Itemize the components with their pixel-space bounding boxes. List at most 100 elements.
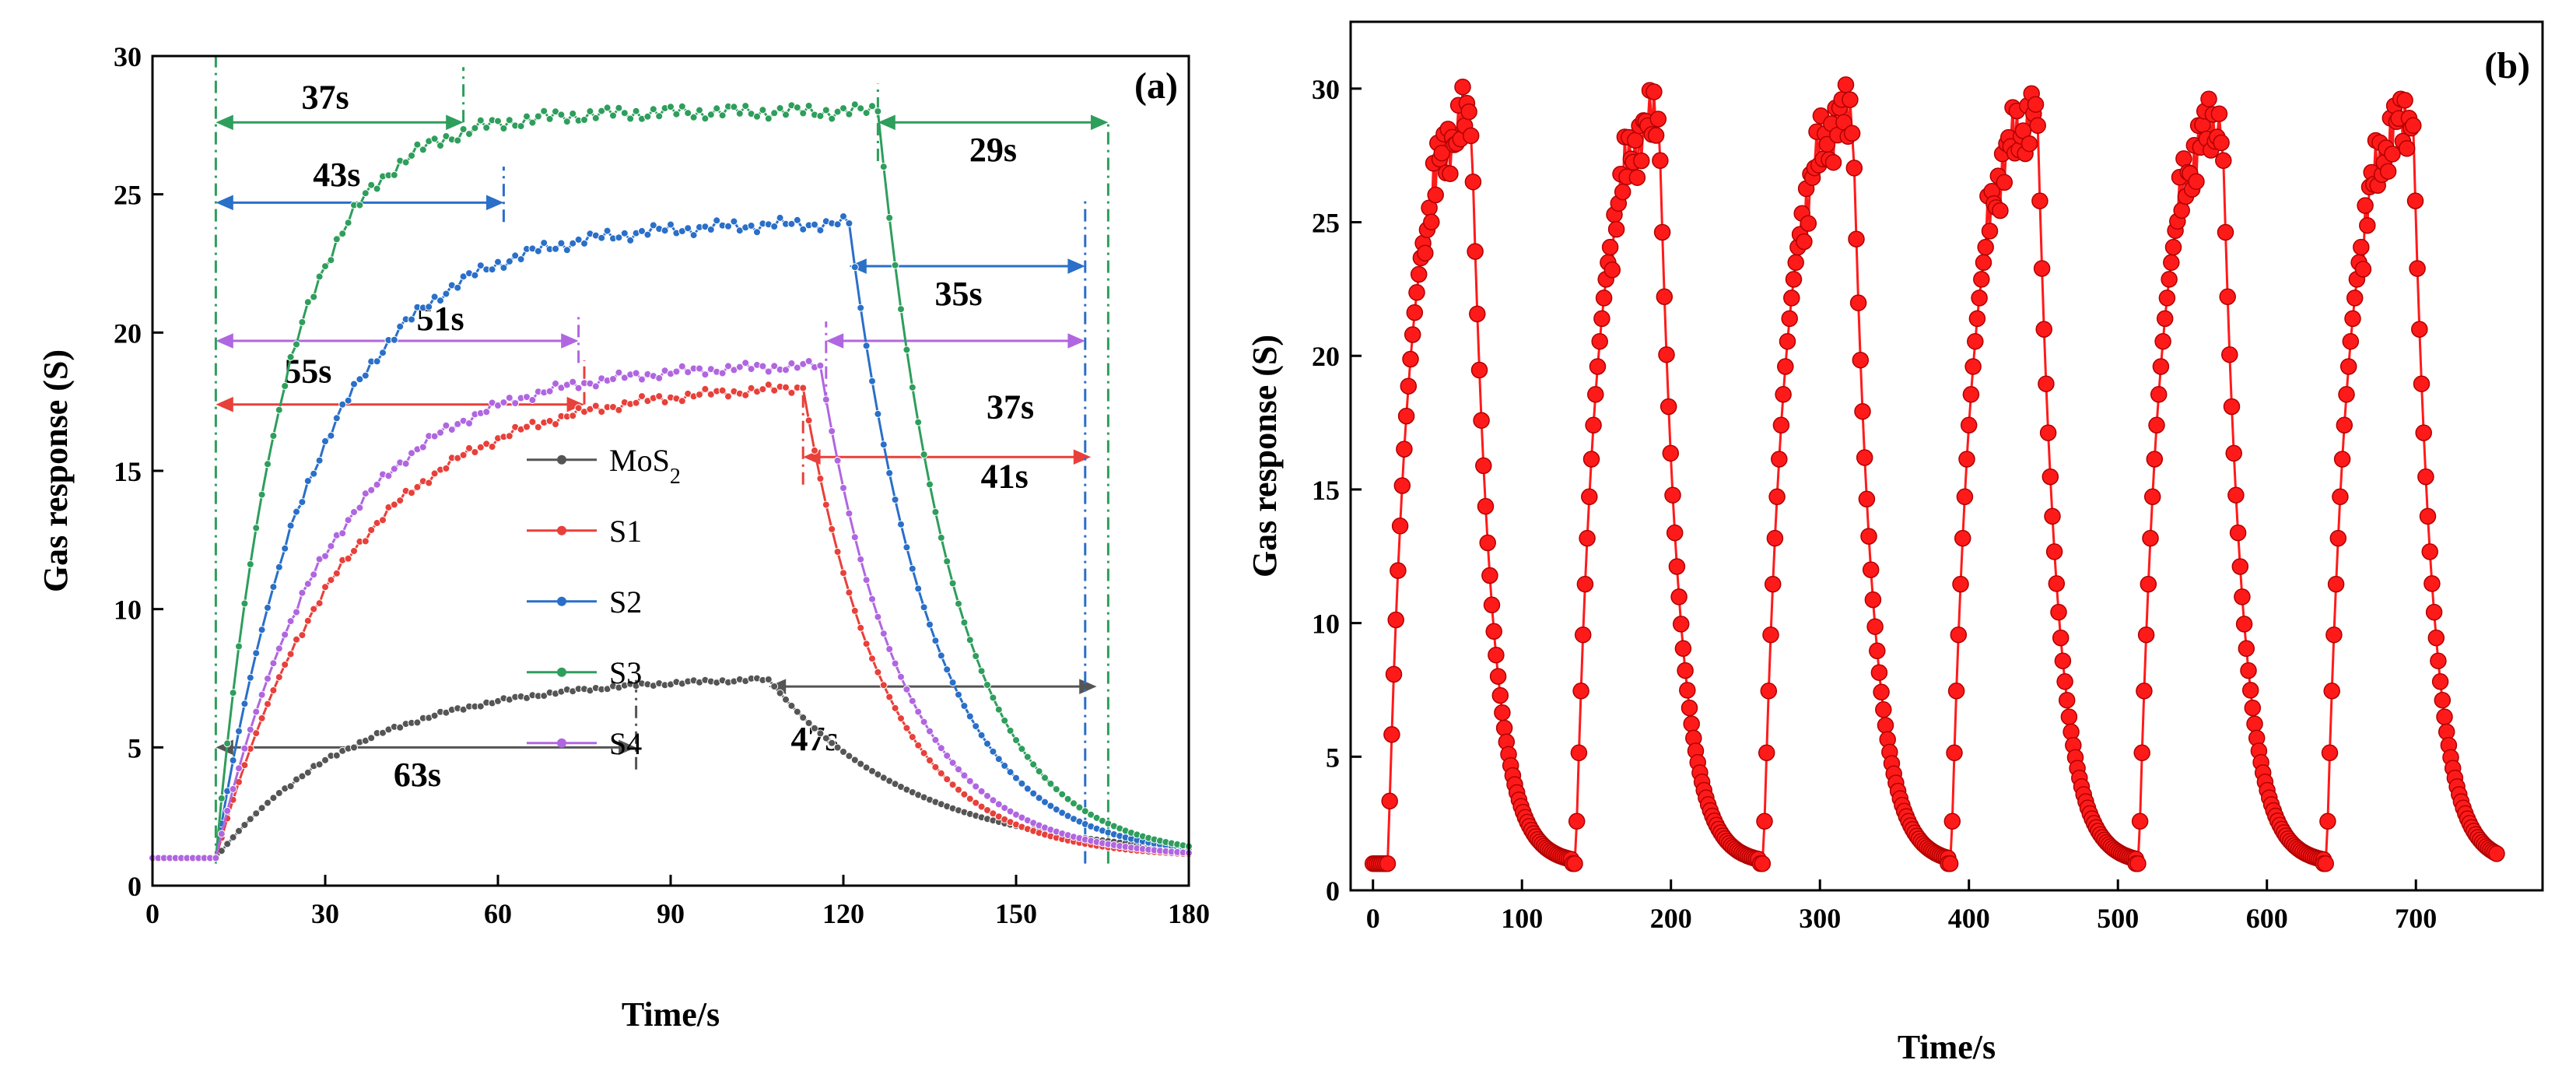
data-point [2332,488,2349,506]
data-point [874,107,882,116]
data-point [476,443,485,451]
y-tick-label: 30 [1312,74,1340,105]
data-point [373,480,381,489]
data-point [1952,575,1969,593]
data-point [874,770,882,779]
data-point [2136,683,2153,700]
data-point [724,222,732,230]
panel-a-ticks: 0 30 60 90 120 150 180 0 5 10 15 20 25 30 [114,41,1210,929]
data-point [845,588,853,597]
annotation-label: 35s [934,275,982,313]
data-point [281,630,289,639]
data-point [574,404,583,412]
data-point [563,118,571,126]
data-point [1779,332,1796,350]
data-point [1591,332,1608,350]
data-point [620,229,629,237]
data-point [966,795,974,803]
data-point [914,584,923,593]
data-point [545,387,554,395]
data-point [874,409,882,418]
data-point [327,256,335,265]
data-point [1964,358,1982,375]
data-point [1029,789,1038,798]
data-point [684,109,692,118]
data-point [943,775,952,784]
data-point [1864,591,1882,609]
data-point [1410,265,1428,283]
panel-a-y-axis-title: Gas response (S) [37,349,75,592]
data-point [252,649,261,658]
data-point [505,257,513,265]
data-point [1768,488,1786,506]
data-point [776,213,784,222]
data-point [1649,111,1667,128]
data-point [488,443,496,451]
data-point [408,315,415,324]
data-point [857,760,865,768]
data-point [828,114,836,123]
data-point [943,752,952,760]
data-point [586,405,594,413]
data-point [977,802,986,811]
data-point [926,727,934,735]
data-point [1633,152,1650,170]
data-point [2398,140,2416,157]
data-point [839,104,847,113]
data-point [1041,774,1049,782]
data-point [1656,288,1674,306]
arrow-head [216,114,233,131]
data-point [350,508,358,516]
data-point [552,244,559,253]
data-point [223,806,232,815]
legend-swatch-marker [557,738,566,748]
annotation-arrow: 55s [216,352,584,412]
data-point [1001,716,1009,725]
data-point [908,383,916,391]
data-point [229,833,237,841]
data-point [505,394,513,402]
arrow-head [216,195,233,211]
series-s2 [149,212,1193,862]
data-point [246,673,254,682]
data-point [598,107,606,115]
data-point [1849,294,1867,311]
x-tick-label: 100 [1501,903,1543,934]
data-point [937,744,945,753]
data-point [1483,596,1501,614]
data-point [1856,449,1873,466]
data-point [1658,346,1675,363]
data-point [770,362,779,370]
data-point [281,544,289,553]
data-point [2396,92,2413,109]
data-point [1852,351,1870,369]
data-point [436,297,444,305]
data-point [914,707,923,716]
data-point [948,579,957,588]
data-point [920,603,928,612]
data-point [1875,701,1892,718]
data-point [425,479,433,487]
data-point [1383,726,1400,743]
data-point [943,665,952,674]
data-point [482,124,491,132]
data-point [350,380,358,388]
data-point [1967,332,1984,350]
data-point [753,228,761,237]
data-point [822,500,830,509]
data-point [545,114,554,123]
arrow-head [1073,449,1092,465]
data-point [459,451,468,459]
data-point [1489,668,1507,685]
data-point [2219,288,2236,306]
data-point [955,765,962,774]
data-point [2029,117,2046,135]
data-point [2140,575,2157,593]
data-point [1046,780,1055,788]
data-point [2321,744,2339,762]
data-point [2060,708,2078,725]
data-point [1666,524,1684,542]
data-point [1870,664,1888,681]
data-point [344,396,352,405]
data-point [885,693,894,701]
